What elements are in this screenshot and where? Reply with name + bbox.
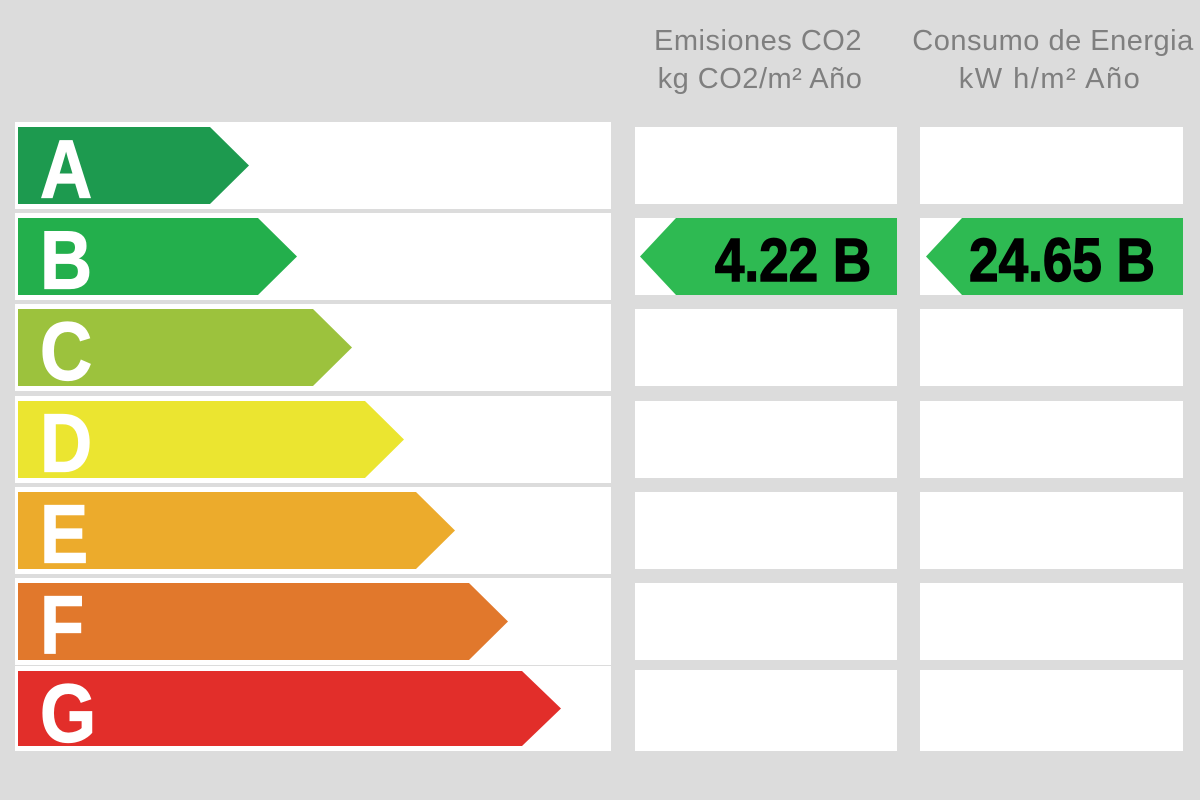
svg-text:B: B <box>40 218 92 295</box>
svg-text:G: G <box>40 671 96 746</box>
svg-text:C: C <box>40 309 92 386</box>
svg-text:A: A <box>40 127 92 204</box>
svg-text:E: E <box>40 492 88 569</box>
svg-text:F: F <box>40 583 84 660</box>
svg-text:D: D <box>40 401 92 478</box>
